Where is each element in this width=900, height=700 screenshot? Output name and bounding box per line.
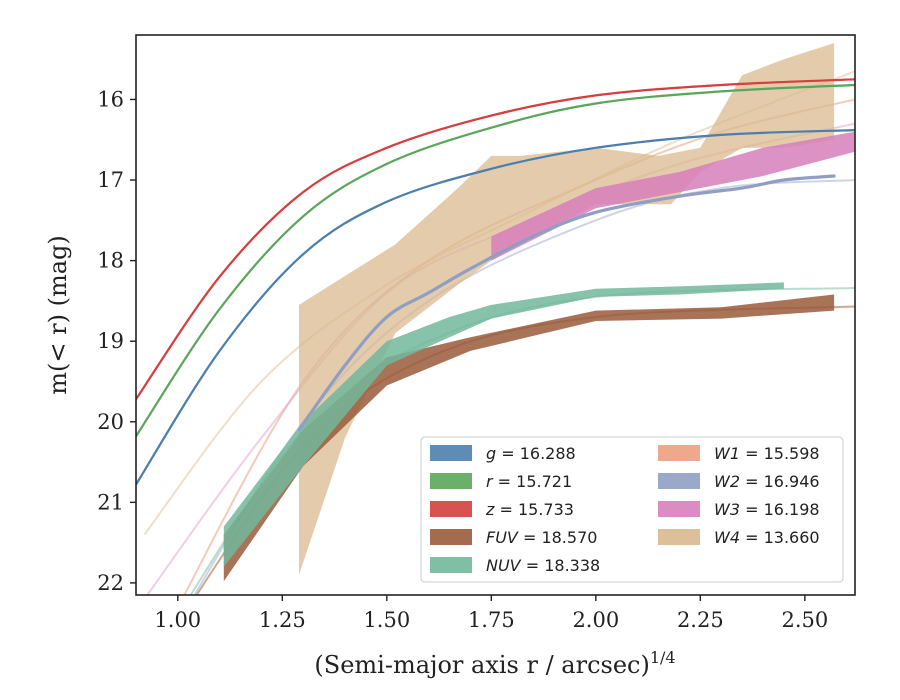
legend-label: W1 = 15.598 xyxy=(714,444,820,463)
y-tick-label: 19 xyxy=(97,329,124,353)
band-w3 xyxy=(491,131,855,261)
legend-swatch xyxy=(658,529,700,545)
legend-item-w3: W3 = 16.198 xyxy=(658,500,820,519)
legend-label: W2 = 16.946 xyxy=(714,472,820,491)
legend-item-nuv: NUV = 18.338 xyxy=(430,556,600,575)
legend-box xyxy=(420,436,844,583)
y-tick-label: 16 xyxy=(97,87,124,111)
x-tick-label: 1.00 xyxy=(154,608,201,632)
profile-line-r xyxy=(136,83,855,438)
x-tick-label: 2.50 xyxy=(781,608,828,632)
legend-item-w4: W4 = 13.660 xyxy=(658,528,820,547)
legend-swatch xyxy=(658,473,700,489)
profile-line-z xyxy=(136,78,855,401)
x-tick-label: 1.50 xyxy=(363,608,410,632)
legend-item-g: g = 16.288 xyxy=(430,444,576,463)
legend-swatch xyxy=(430,557,472,573)
profile-line-w2 xyxy=(297,174,836,432)
legend-item-z: z = 15.733 xyxy=(430,500,574,519)
band-nuv xyxy=(223,282,784,567)
band-w4 xyxy=(299,43,835,575)
legend-label: g = 16.288 xyxy=(486,444,576,463)
x-tick-label: 1.25 xyxy=(259,608,306,632)
plot-frame xyxy=(135,34,856,596)
x-axis-label: (Semi-major axis r / arcsec)1/4 xyxy=(314,648,675,679)
legend-item-fuv: FUV = 18.570 xyxy=(430,528,597,547)
legend: g = 16.288 r = 15.721 z = 15.733 FUV = 18.5… xyxy=(420,436,844,583)
profile-line-g xyxy=(136,129,855,486)
legend-swatch xyxy=(658,501,700,517)
y-tick-label: 18 xyxy=(97,249,124,273)
legend-item-w2: W2 = 16.946 xyxy=(658,472,820,491)
axis-ticks: 1.00 1.25 1.50 1.75 2.00 2.25 2.50 16 17 18 19 20 21… xyxy=(97,87,828,632)
y-tick-label: 22 xyxy=(97,571,124,595)
legend-swatch xyxy=(430,473,472,489)
legend-label: NUV = 18.338 xyxy=(486,556,600,575)
x-tick-label: 2.00 xyxy=(572,608,619,632)
legend-label: r = 15.721 xyxy=(486,472,572,491)
plot-area xyxy=(136,43,855,595)
legend-swatch xyxy=(430,501,472,517)
legend-swatch xyxy=(430,529,472,545)
y-tick-label: 17 xyxy=(97,168,124,192)
legend-item-w1: W1 = 15.598 xyxy=(658,444,820,463)
legend-label: FUV = 18.570 xyxy=(486,528,597,547)
y-tick-label: 20 xyxy=(97,410,124,434)
legend-label: z = 15.733 xyxy=(485,500,574,519)
legend-swatch xyxy=(658,445,700,461)
x-tick-label: 2.25 xyxy=(677,608,724,632)
legend-swatch xyxy=(430,445,472,461)
x-tick-label: 1.75 xyxy=(468,608,515,632)
y-tick-label: 21 xyxy=(97,490,124,514)
y-axis-label: m(< r) (mag) xyxy=(44,235,72,394)
legend-item-r: r = 15.721 xyxy=(430,472,572,491)
legend-label: W3 = 16.198 xyxy=(714,500,820,519)
legend-label: W4 = 13.660 xyxy=(714,528,820,547)
